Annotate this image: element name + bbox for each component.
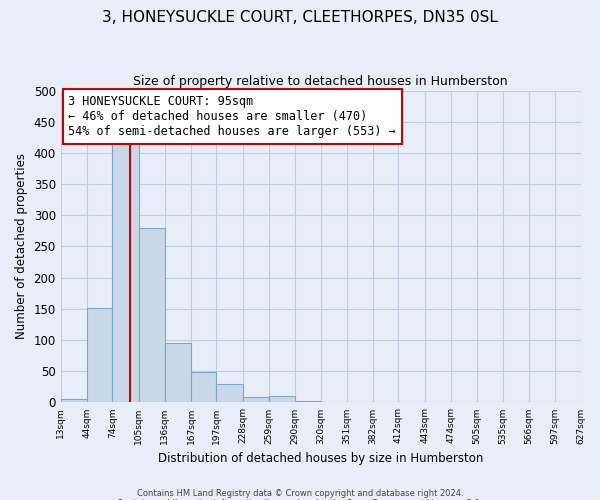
Title: Size of property relative to detached houses in Humberston: Size of property relative to detached ho…	[133, 75, 508, 88]
Text: 3, HONEYSUCKLE COURT, CLEETHORPES, DN35 0SL: 3, HONEYSUCKLE COURT, CLEETHORPES, DN35 …	[102, 10, 498, 25]
Text: Contains public sector information licensed under the Open Government Licence v3: Contains public sector information licen…	[118, 498, 482, 500]
Bar	[269, 396, 295, 402]
Text: Contains HM Land Registry data © Crown copyright and database right 2024.: Contains HM Land Registry data © Crown c…	[137, 488, 463, 498]
Bar	[295, 401, 320, 402]
Bar	[112, 139, 139, 402]
Bar	[87, 308, 112, 402]
Bar	[191, 372, 217, 402]
Text: 3 HONEYSUCKLE COURT: 95sqm
← 46% of detached houses are smaller (470)
54% of sem: 3 HONEYSUCKLE COURT: 95sqm ← 46% of deta…	[68, 95, 396, 138]
X-axis label: Distribution of detached houses by size in Humberston: Distribution of detached houses by size …	[158, 452, 483, 465]
Y-axis label: Number of detached properties: Number of detached properties	[15, 154, 28, 340]
Bar	[217, 384, 242, 402]
Bar	[61, 400, 87, 402]
Bar	[139, 228, 165, 402]
Bar	[165, 342, 191, 402]
Bar	[242, 398, 269, 402]
